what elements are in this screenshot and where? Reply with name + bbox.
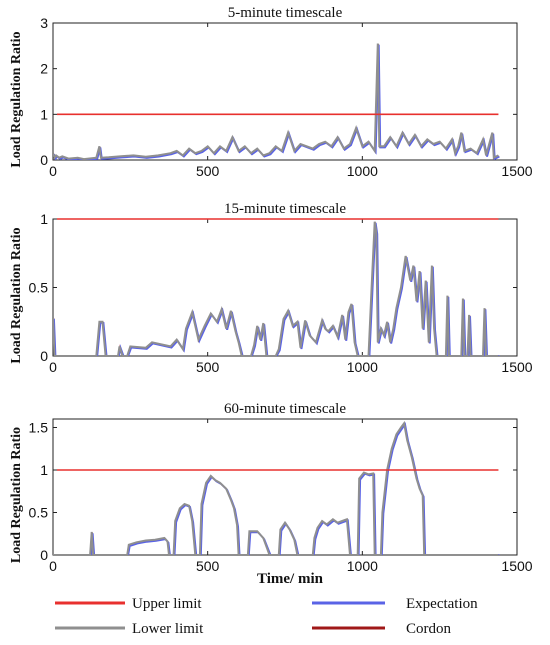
series-group bbox=[53, 43, 500, 160]
plot-frame bbox=[52, 218, 518, 357]
y-tick-label: 1 bbox=[40, 462, 48, 478]
y-axis-label: Load Regulation Ratio bbox=[9, 227, 24, 363]
legend-label-upper: Upper limit bbox=[132, 596, 202, 612]
legend-label-lower: Lower limit bbox=[132, 621, 204, 637]
panel-title: 5-minute timescale bbox=[228, 5, 343, 21]
panel-title: 60-minute timescale bbox=[224, 401, 346, 417]
x-tick-label: 1000 bbox=[347, 359, 378, 375]
series-lower bbox=[53, 221, 499, 356]
series-group bbox=[53, 221, 500, 356]
x-tick-label: 1500 bbox=[501, 558, 532, 574]
y-tick-label: 3 bbox=[40, 15, 48, 31]
legend: Upper limit Lower limit Expectation Cord… bbox=[55, 596, 478, 637]
plot-frame bbox=[52, 418, 518, 556]
x-tick-label: 1500 bbox=[501, 163, 532, 179]
chart-panels: 5-minute timescale Load Regulation Ratio 0… bbox=[9, 5, 533, 587]
x-tick-label: 1000 bbox=[347, 163, 378, 179]
y-axis-label: Load Regulation Ratio bbox=[9, 427, 24, 563]
panel-1: 5-minute timescale Load Regulation Ratio 0… bbox=[9, 5, 533, 179]
y-tick-label: 0 bbox=[40, 152, 48, 168]
y-tick-label: 0.5 bbox=[29, 280, 49, 296]
y-tick-label: 0 bbox=[40, 348, 48, 364]
x-axis-label: Time/ min bbox=[257, 571, 324, 587]
y-tick-label: 0 bbox=[40, 547, 48, 563]
x-tick-label: 0 bbox=[49, 359, 57, 375]
plot-frame bbox=[52, 22, 518, 161]
series-group bbox=[53, 420, 500, 555]
x-tick-label: 0 bbox=[49, 163, 57, 179]
x-tick-label: 500 bbox=[196, 359, 220, 375]
y-tick-label: 2 bbox=[40, 61, 48, 77]
series-expectation bbox=[54, 422, 500, 555]
x-tick-label: 0 bbox=[49, 558, 57, 574]
y-tick-label: 0.5 bbox=[29, 505, 49, 521]
series-lower bbox=[53, 420, 499, 555]
x-tick-label: 500 bbox=[196, 558, 220, 574]
x-tick-label: 1000 bbox=[347, 558, 378, 574]
x-tick-label: 1500 bbox=[501, 359, 532, 375]
y-tick-label: 1.5 bbox=[29, 420, 49, 436]
x-tick-label: 500 bbox=[196, 163, 220, 179]
legend-label-expectation: Expectation bbox=[406, 596, 478, 612]
legend-label-cordon: Cordon bbox=[406, 621, 452, 637]
panel-title: 15-minute timescale bbox=[224, 201, 346, 217]
y-tick-label: 1 bbox=[40, 106, 48, 122]
y-tick-label: 1 bbox=[40, 211, 48, 227]
y-axis-label: Load Regulation Ratio bbox=[9, 31, 24, 167]
series-lower bbox=[53, 43, 499, 160]
panel-3: 60-minute timescale Load Regulation Ratio… bbox=[9, 401, 533, 587]
panel-2: 15-minute timescale Load Regulation Ratio… bbox=[9, 201, 533, 375]
